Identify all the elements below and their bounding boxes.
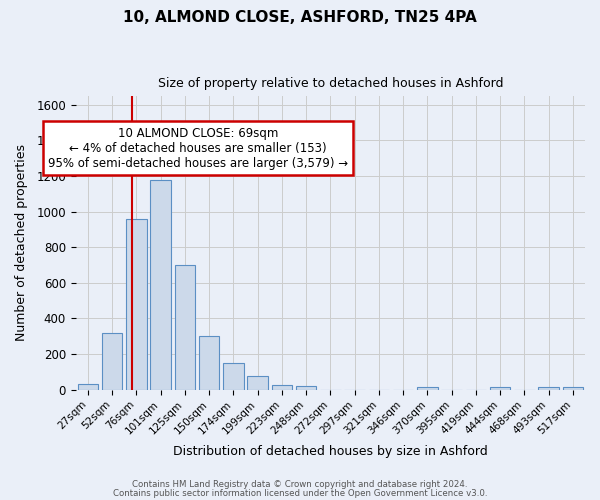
Bar [151,180,171,390]
X-axis label: Distribution of detached houses by size in Ashford: Distribution of detached houses by size … [173,444,488,458]
Bar [175,265,195,390]
Bar [272,385,292,390]
Text: 10, ALMOND CLOSE, ASHFORD, TN25 4PA: 10, ALMOND CLOSE, ASHFORD, TN25 4PA [123,10,477,25]
Bar [538,387,559,390]
Text: 10 ALMOND CLOSE: 69sqm
← 4% of detached houses are smaller (153)
95% of semi-det: 10 ALMOND CLOSE: 69sqm ← 4% of detached … [48,126,348,170]
Bar [223,363,244,390]
Bar [490,387,511,390]
Text: Contains HM Land Registry data © Crown copyright and database right 2024.: Contains HM Land Registry data © Crown c… [132,480,468,489]
Bar [77,384,98,390]
Bar [199,336,220,390]
Y-axis label: Number of detached properties: Number of detached properties [15,144,28,341]
Bar [102,332,122,390]
Text: Contains public sector information licensed under the Open Government Licence v3: Contains public sector information licen… [113,488,487,498]
Bar [247,376,268,390]
Bar [296,386,316,390]
Bar [126,218,147,390]
Bar [417,387,437,390]
Title: Size of property relative to detached houses in Ashford: Size of property relative to detached ho… [158,78,503,90]
Bar [563,387,583,390]
